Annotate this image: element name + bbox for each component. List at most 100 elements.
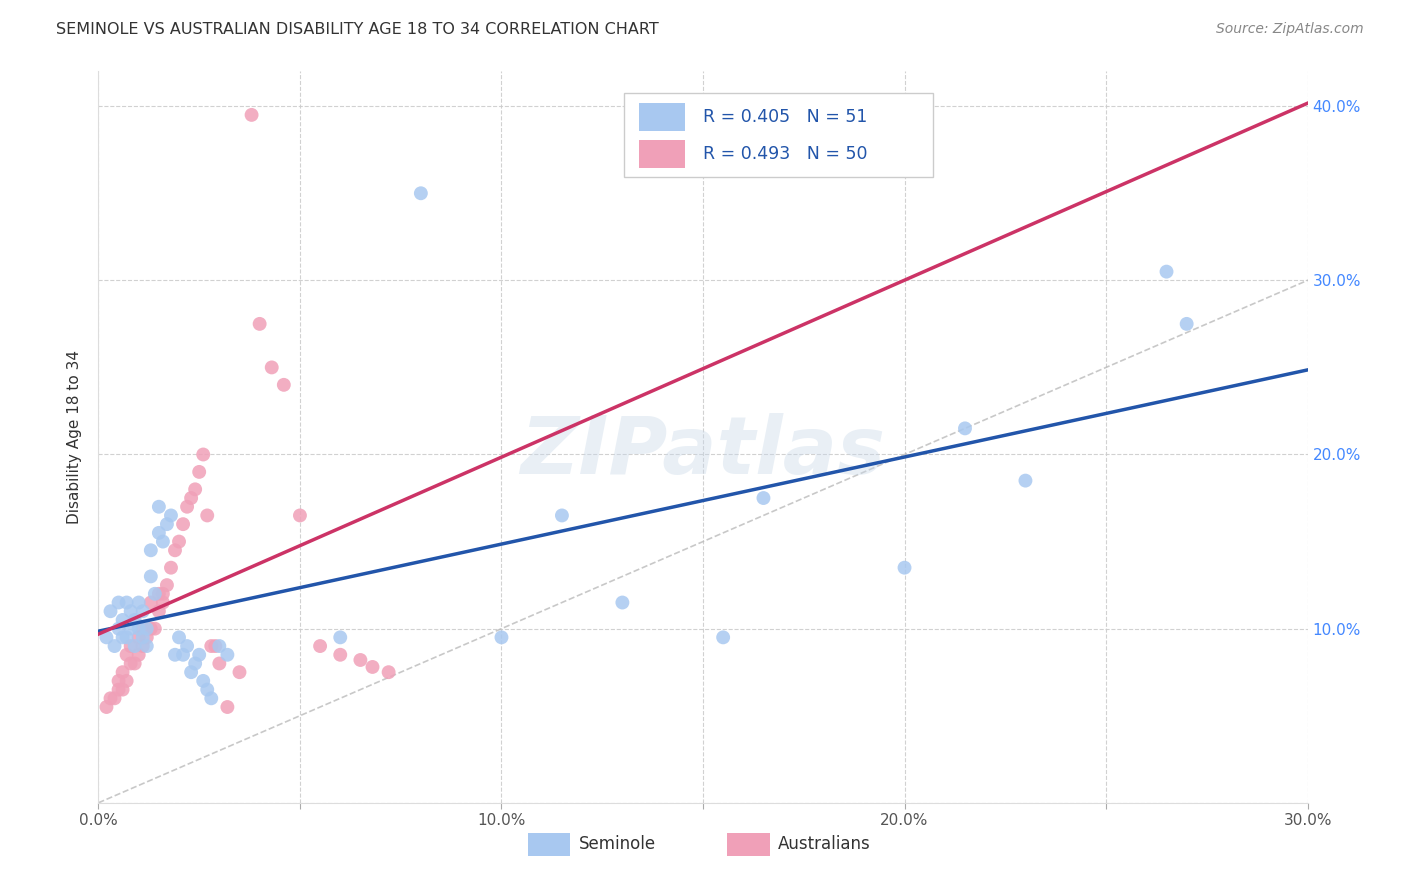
Point <box>329 631 352 645</box>
Point <box>120 639 142 653</box>
Point <box>752 491 775 505</box>
Bar <box>624 94 932 178</box>
Point <box>132 631 155 645</box>
Point <box>128 622 150 636</box>
Point <box>349 653 371 667</box>
Point <box>163 543 186 558</box>
Point <box>143 587 166 601</box>
Point <box>148 525 170 540</box>
Text: R = 0.493   N = 50: R = 0.493 N = 50 <box>703 145 868 163</box>
Point <box>711 631 734 645</box>
Point <box>217 648 239 662</box>
Point <box>148 500 170 514</box>
Point <box>1014 474 1036 488</box>
Point <box>111 665 134 680</box>
Point <box>128 648 150 662</box>
Point <box>409 186 432 201</box>
Point <box>167 631 190 645</box>
Point <box>124 639 146 653</box>
Point <box>152 595 174 609</box>
Point <box>128 595 150 609</box>
Point <box>143 622 166 636</box>
Point <box>132 639 155 653</box>
Point <box>107 622 129 636</box>
Point <box>96 631 118 645</box>
Text: Source: ZipAtlas.com: Source: ZipAtlas.com <box>1216 22 1364 37</box>
Point <box>139 569 162 583</box>
Point <box>195 682 218 697</box>
Point <box>180 491 202 505</box>
Point <box>180 665 202 680</box>
Point <box>208 657 231 671</box>
Point <box>172 517 194 532</box>
Text: Australians: Australians <box>778 836 870 854</box>
Point <box>152 534 174 549</box>
Point <box>1175 317 1198 331</box>
Point <box>217 700 239 714</box>
Text: ZIPatlas: ZIPatlas <box>520 413 886 491</box>
Point <box>200 639 222 653</box>
Point <box>491 631 513 645</box>
Point <box>893 560 915 574</box>
Bar <box>527 833 569 856</box>
Point <box>176 639 198 653</box>
Point <box>100 604 122 618</box>
Point <box>249 317 271 331</box>
Point <box>167 534 190 549</box>
Point <box>120 657 142 671</box>
Point <box>288 508 311 523</box>
Point <box>240 108 263 122</box>
Point <box>273 377 295 392</box>
Point <box>377 665 399 680</box>
Point <box>139 622 162 636</box>
Point <box>115 631 138 645</box>
Point <box>115 648 138 662</box>
Point <box>135 622 157 636</box>
Point <box>115 595 138 609</box>
Point <box>172 648 194 662</box>
Text: SEMINOLE VS AUSTRALIAN DISABILITY AGE 18 TO 34 CORRELATION CHART: SEMINOLE VS AUSTRALIAN DISABILITY AGE 18… <box>56 22 659 37</box>
Point <box>953 421 976 435</box>
Point <box>107 673 129 688</box>
Point <box>193 673 215 688</box>
Point <box>124 613 146 627</box>
Point <box>184 483 207 497</box>
Point <box>107 595 129 609</box>
Point <box>156 517 179 532</box>
Point <box>132 622 155 636</box>
Point <box>208 639 231 653</box>
Point <box>135 631 157 645</box>
Point <box>103 639 125 653</box>
Point <box>160 508 183 523</box>
Bar <box>638 140 685 168</box>
Point <box>160 560 183 574</box>
Point <box>176 500 198 514</box>
Point <box>1156 265 1178 279</box>
Point <box>228 665 250 680</box>
Y-axis label: Disability Age 18 to 34: Disability Age 18 to 34 <box>67 350 83 524</box>
Point <box>193 448 215 462</box>
Point <box>120 622 142 636</box>
Point <box>200 691 222 706</box>
Point <box>107 682 129 697</box>
Point <box>184 657 207 671</box>
Point <box>551 508 574 523</box>
Point <box>120 604 142 618</box>
Point <box>329 648 352 662</box>
Point <box>139 595 162 609</box>
Point <box>148 587 170 601</box>
Bar <box>638 103 685 131</box>
Point <box>128 631 150 645</box>
Point <box>139 543 162 558</box>
Point <box>96 700 118 714</box>
Point <box>100 691 122 706</box>
Point <box>195 508 218 523</box>
Point <box>188 648 211 662</box>
Text: Seminole: Seminole <box>578 836 655 854</box>
Point <box>163 648 186 662</box>
Point <box>148 604 170 618</box>
Point <box>361 660 384 674</box>
Point <box>132 604 155 618</box>
Point <box>135 639 157 653</box>
Point <box>612 595 634 609</box>
